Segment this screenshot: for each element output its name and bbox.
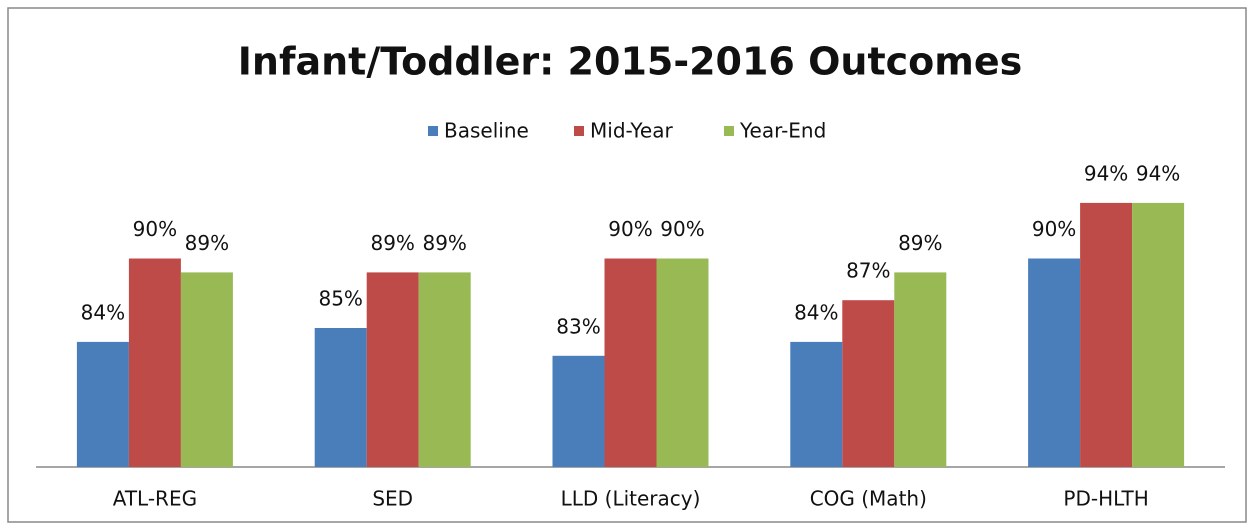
data-label: 90% [608,217,652,241]
bar [894,272,947,467]
bar [1028,258,1081,467]
bar [790,341,843,467]
legend-label: Baseline [444,119,529,143]
bar [552,355,605,467]
bar [656,258,709,467]
chart-title: Infant/Toddler: 2015-2016 Outcomes [238,40,1022,84]
bar [128,258,181,467]
bar [604,258,657,467]
legend-label: Year-End [739,119,826,143]
bar [314,328,367,467]
data-label: 85% [318,287,362,311]
bar [1132,202,1185,467]
bar [418,272,471,467]
bar [180,272,233,467]
data-label: 89% [370,231,414,255]
data-label: 90% [133,217,177,241]
legend-swatch [428,126,438,136]
legend-label: Mid-Year [590,119,673,143]
x-tick-label: LLD (Literacy) [561,487,701,511]
legend-swatch [574,126,584,136]
bar [1080,202,1133,467]
x-tick-label: SED [372,487,413,511]
data-label: 83% [556,314,600,338]
bar [76,341,129,467]
x-tick-label: ATL-REG [113,487,197,511]
bar [366,272,419,467]
data-label: 89% [185,231,229,255]
data-label: 90% [1032,217,1076,241]
data-label: 94% [1084,161,1128,185]
data-label: 84% [794,300,838,324]
data-label: 89% [422,231,466,255]
legend-swatch [724,126,734,136]
x-tick-label: PD-HLTH [1063,487,1148,511]
data-label: 90% [660,217,704,241]
data-label: 89% [898,231,942,255]
data-label: 84% [81,300,125,324]
bar [842,300,895,467]
data-label: 94% [1136,161,1180,185]
x-tick-label: COG (Math) [810,487,927,511]
data-label: 87% [846,259,890,283]
